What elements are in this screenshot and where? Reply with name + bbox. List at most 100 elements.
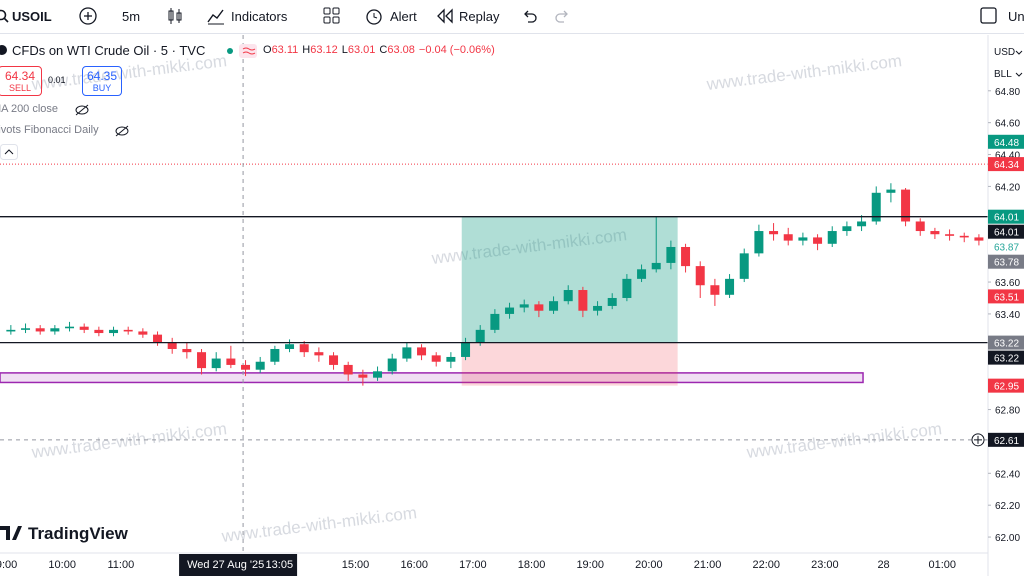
collapse-legend[interactable] (0, 144, 18, 160)
candle-body (402, 347, 412, 359)
candle-body (299, 344, 309, 353)
undo-icon[interactable] (520, 6, 538, 26)
toolbar: USOIL 5m Indicators Alert Replay Un (0, 0, 1024, 34)
candle-body (519, 304, 529, 308)
support-zone (0, 372, 864, 384)
candle-body (461, 342, 471, 357)
watermark: www.trade-with-mikki.com (30, 419, 228, 462)
y-tick-label: 63.40 (995, 310, 1020, 321)
candle-body (945, 234, 955, 236)
sell-price: 64.34 (4, 69, 36, 83)
visibility-icon[interactable] (74, 104, 90, 116)
candle-body (534, 304, 544, 311)
price-badge (988, 239, 1024, 254)
candle-body (813, 237, 823, 244)
candle-body (387, 358, 397, 372)
x-tick-label: 09:00 (0, 559, 17, 571)
buy-label: BUY (92, 83, 112, 93)
x-tick-label: 28 (877, 559, 889, 571)
candle-body (622, 278, 632, 298)
series-title: CFDs on WTI Crude Oil · 5 · TVC (12, 43, 206, 58)
price-badge-label: 63.51 (994, 292, 1019, 303)
logo-icon (0, 526, 22, 540)
candle-body (50, 328, 60, 332)
search-icon (0, 9, 9, 23)
price-badge-label: 64.34 (994, 160, 1019, 171)
candle-body (211, 358, 221, 369)
candle-body (651, 262, 661, 270)
ohlc-value: 63.12 (310, 44, 338, 56)
candle-body (857, 221, 867, 227)
candle-body (886, 189, 896, 193)
y-tick-label: 64.60 (995, 119, 1020, 130)
spread: 0.01 (48, 75, 66, 85)
redo-icon[interactable] (554, 6, 572, 26)
y-tick-label: 63.60 (995, 278, 1020, 289)
candle-body (549, 301, 559, 311)
candle-body (827, 231, 837, 244)
x-tick-label: 22:00 (752, 559, 780, 571)
price-badge (988, 432, 1024, 447)
crosshair-date: Wed 27 Aug '25 (187, 559, 264, 571)
alert-button[interactable]: Alert (390, 9, 417, 24)
interval[interactable]: 5m (122, 9, 141, 24)
ohlc-change: −0.04 (−0.06%) (418, 44, 495, 56)
add-alert-plus (974, 435, 982, 444)
replay-button[interactable]: Replay (459, 9, 500, 24)
replay-icon[interactable] (436, 6, 454, 26)
candle-body (739, 253, 749, 279)
candle-body (343, 364, 353, 375)
candle-body (241, 364, 251, 370)
save-checkbox[interactable] (980, 7, 998, 25)
ohlc-key: C (379, 44, 388, 56)
watermark: www.trade-with-mikki.com (220, 503, 418, 546)
layouts-icon[interactable] (322, 6, 342, 26)
sell-label: SELL (8, 83, 32, 93)
dropdown-icon (1015, 72, 1023, 77)
price-badge-label: 63.22 (994, 354, 1019, 365)
price-badge (988, 209, 1024, 224)
ohlc-value: 63.01 (347, 44, 376, 56)
indicator-label: Pivots Fibonacci Daily (0, 124, 99, 136)
price-badge (988, 224, 1024, 239)
candle-body (666, 246, 676, 263)
position-stop (461, 342, 678, 386)
chart-type-icon[interactable] (166, 6, 184, 26)
visibility-icon[interactable] (114, 125, 130, 137)
sell-button[interactable]: 64.34 SELL (0, 66, 42, 96)
price-axis (988, 35, 1024, 576)
layout-name[interactable]: Un (1008, 9, 1024, 24)
indicators-icon[interactable] (206, 6, 226, 26)
add-symbol-icon[interactable] (78, 6, 98, 26)
ohlc-value: 63.08 (387, 44, 415, 56)
x-tick-label: 15:00 (342, 559, 370, 571)
candle-body (578, 290, 588, 311)
candle-body (226, 358, 236, 365)
price-badge-label: 64.01 (994, 228, 1019, 239)
y-tick-label: 62.40 (995, 469, 1020, 480)
candle-body (6, 329, 16, 332)
crosshair-time-box (179, 554, 298, 576)
price-badge (988, 350, 1024, 365)
market-status (227, 44, 257, 58)
indicators-button[interactable]: Indicators (231, 9, 288, 24)
price-badge-label: 62.95 (994, 382, 1019, 393)
price-badge-label: 64.48 (994, 138, 1019, 149)
candle-body (417, 347, 427, 356)
candle-body (197, 352, 207, 369)
x-tick-label: 20:00 (635, 559, 663, 571)
price-badge (988, 134, 1024, 149)
symbol[interactable]: USOIL (12, 9, 52, 24)
candle-body (167, 342, 177, 349)
alert-icon[interactable] (364, 6, 384, 26)
ohlc-key: H (302, 44, 311, 56)
candle-body (138, 331, 148, 335)
candle-body (79, 326, 89, 330)
candle-body (373, 371, 383, 378)
ohlc-key: O (263, 44, 272, 56)
candle-body (314, 352, 324, 356)
y-tick-label: 62.00 (995, 533, 1020, 544)
buy-button[interactable]: 64.35 BUY (82, 66, 122, 96)
ohlc-values: O63.11 H63.12 L63.01 C63.08 −0.04 (−0.06%) (263, 44, 495, 56)
